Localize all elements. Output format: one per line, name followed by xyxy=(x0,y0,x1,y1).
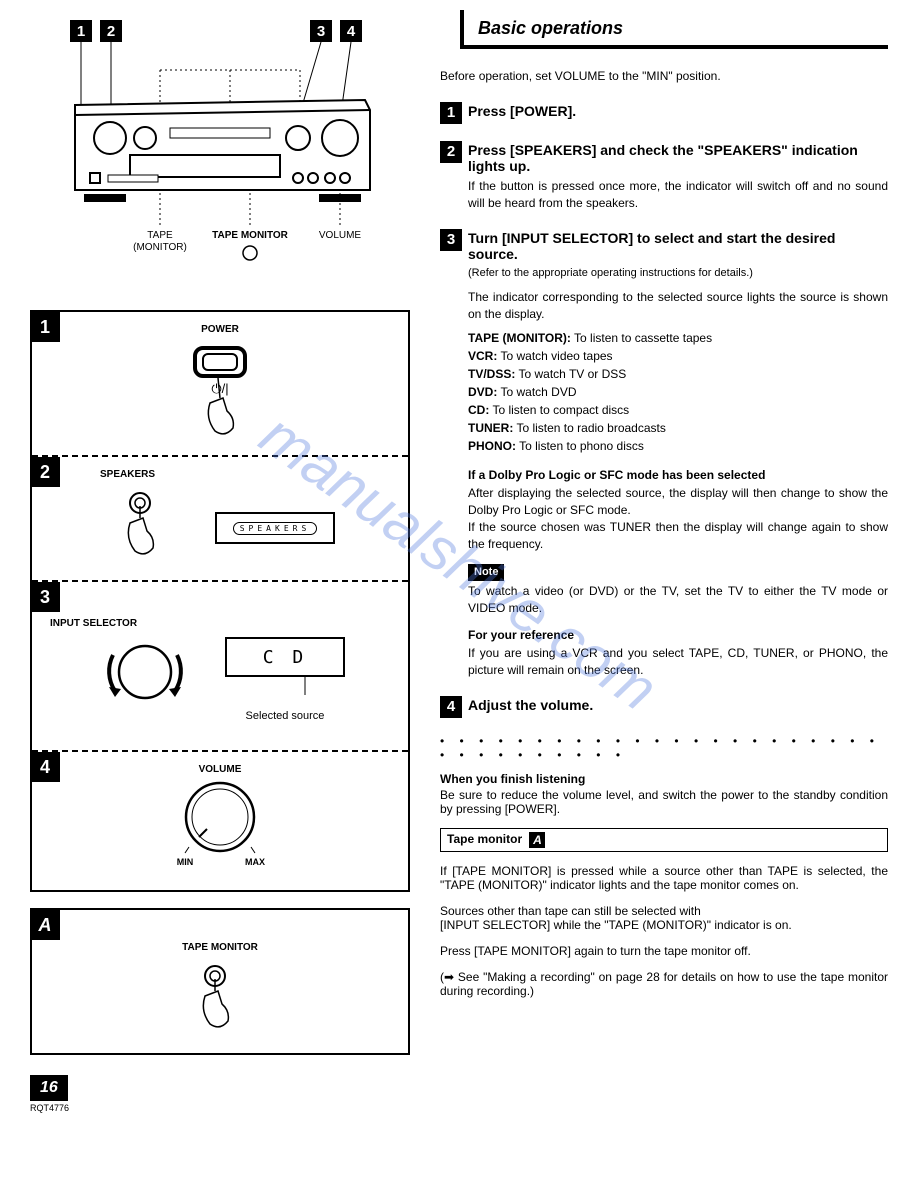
panel-1-num: 1 xyxy=(30,312,60,342)
tape-monitor-p2b: [INPUT SELECTOR] while the "TAPE (MONITO… xyxy=(440,918,888,932)
right-column: Basic operations Before operation, set V… xyxy=(440,10,888,1113)
divider-dots: • • • • • • • • • • • • • • • • • • • • … xyxy=(440,734,888,762)
source-display: C D xyxy=(225,637,345,677)
step-1: 1 Press [POWER]. xyxy=(440,101,888,124)
step-1-num: 1 xyxy=(440,102,462,124)
note-body: To watch a video (or DVD) or the TV, set… xyxy=(468,583,888,617)
panel-3-num: 3 xyxy=(30,582,60,612)
svg-text:TAPE MONITOR: TAPE MONITOR xyxy=(212,230,289,241)
svg-text:(MONITOR): (MONITOR) xyxy=(133,242,187,253)
svg-text:4: 4 xyxy=(347,23,356,40)
speakers-button-icon xyxy=(105,488,185,568)
svg-text:2: 2 xyxy=(107,23,115,40)
tape-monitor-p2a: Sources other than tape can still be sel… xyxy=(440,904,888,918)
page-number: 16 xyxy=(30,1075,68,1101)
panel-a: A TAPE MONITOR xyxy=(32,910,408,1053)
panel-1-label: POWER xyxy=(50,324,390,335)
note-label: Note xyxy=(468,564,504,581)
tape-monitor-heading-box: Tape monitor A xyxy=(440,828,888,852)
svg-text:VOLUME: VOLUME xyxy=(319,230,362,241)
tape-monitor-button-icon xyxy=(180,961,260,1041)
section-title-box: Basic operations xyxy=(460,10,888,49)
section-title: Basic operations xyxy=(478,18,874,39)
step-2: 2 Press [SPEAKERS] and check the "SPEAKE… xyxy=(440,140,888,212)
doc-id: RQT4776 xyxy=(30,1103,410,1113)
tape-monitor-p3: Press [TAPE MONITOR] again to turn the t… xyxy=(440,944,888,958)
reference-body: If you are using a VCR and you select TA… xyxy=(468,645,888,679)
step-diagram-box: 1 POWER ⏻/| 2 SPEAKE xyxy=(30,310,410,892)
svg-text:MIN: MIN xyxy=(177,857,194,867)
reference-heading: For your reference xyxy=(468,627,888,644)
receiver-diagram: 1 2 3 4 xyxy=(30,10,410,290)
step-3-indicator-text: The indicator corresponding to the selec… xyxy=(468,289,888,323)
input-selector-knob-icon xyxy=(95,637,195,717)
panel-2-label: SPEAKERS xyxy=(100,469,390,480)
panel-4: 4 VOLUME MIN MAX xyxy=(32,750,408,890)
tape-monitor-letter: A xyxy=(529,832,545,848)
tape-monitor-p4: (➡ See "Making a recording" on page 28 f… xyxy=(440,970,888,998)
step-3-num: 3 xyxy=(440,229,462,251)
step-2-title: Press [SPEAKERS] and check the "SPEAKERS… xyxy=(468,140,888,174)
step-3-subtitle: (Refer to the appropriate operating inst… xyxy=(468,266,888,281)
panel-a-box: A TAPE MONITOR xyxy=(30,908,410,1055)
step-4-num: 4 xyxy=(440,696,462,718)
svg-text:TAPE: TAPE xyxy=(147,230,173,241)
finish-heading: When you finish listening xyxy=(440,772,888,786)
panel-4-label: VOLUME xyxy=(50,764,390,775)
left-column: 1 2 3 4 xyxy=(30,10,410,1113)
svg-text:3: 3 xyxy=(317,23,325,40)
step-3: 3 Turn [INPUT SELECTOR] to select and st… xyxy=(440,228,888,679)
power-button-icon: ⏻/| xyxy=(175,343,265,443)
dolby-heading: If a Dolby Pro Logic or SFC mode has bee… xyxy=(468,467,888,484)
tape-monitor-title: Tape monitor xyxy=(447,832,522,846)
panel-1: 1 POWER ⏻/| xyxy=(32,312,408,455)
volume-knob-icon: MIN MAX xyxy=(155,775,285,870)
finish-body: Be sure to reduce the volume level, and … xyxy=(440,788,888,816)
selected-source-caption: Selected source xyxy=(225,710,345,722)
panel-3-label: INPUT SELECTOR xyxy=(50,618,390,629)
step-2-body: If the button is pressed once more, the … xyxy=(468,178,888,212)
speakers-display: SPEAKERS xyxy=(215,512,335,544)
panel-2-num: 2 xyxy=(30,457,60,487)
tape-monitor-p1: If [TAPE MONITOR] is pressed while a sou… xyxy=(440,864,888,892)
step-3-title: Turn [INPUT SELECTOR] to select and star… xyxy=(468,228,888,262)
panel-4-num: 4 xyxy=(30,752,60,782)
source-list: TAPE (MONITOR): To listen to cassette ta… xyxy=(468,329,888,455)
panel-a-letter: A xyxy=(30,910,60,940)
panel-2: 2 SPEAKERS SPEAKERS xyxy=(32,455,408,580)
step-2-num: 2 xyxy=(440,141,462,163)
svg-text:1: 1 xyxy=(77,23,85,40)
step-4-title: Adjust the volume. xyxy=(468,695,593,713)
dolby-body: After displaying the selected source, th… xyxy=(468,485,888,552)
step-1-title: Press [POWER]. xyxy=(468,101,576,119)
panel-a-label: TAPE MONITOR xyxy=(50,942,390,953)
step-4: 4 Adjust the volume. xyxy=(440,695,888,718)
panel-3: 3 INPUT SELECTOR C D xyxy=(32,580,408,750)
intro-text: Before operation, set VOLUME to the "MIN… xyxy=(440,69,888,83)
svg-text:MAX: MAX xyxy=(245,857,265,867)
